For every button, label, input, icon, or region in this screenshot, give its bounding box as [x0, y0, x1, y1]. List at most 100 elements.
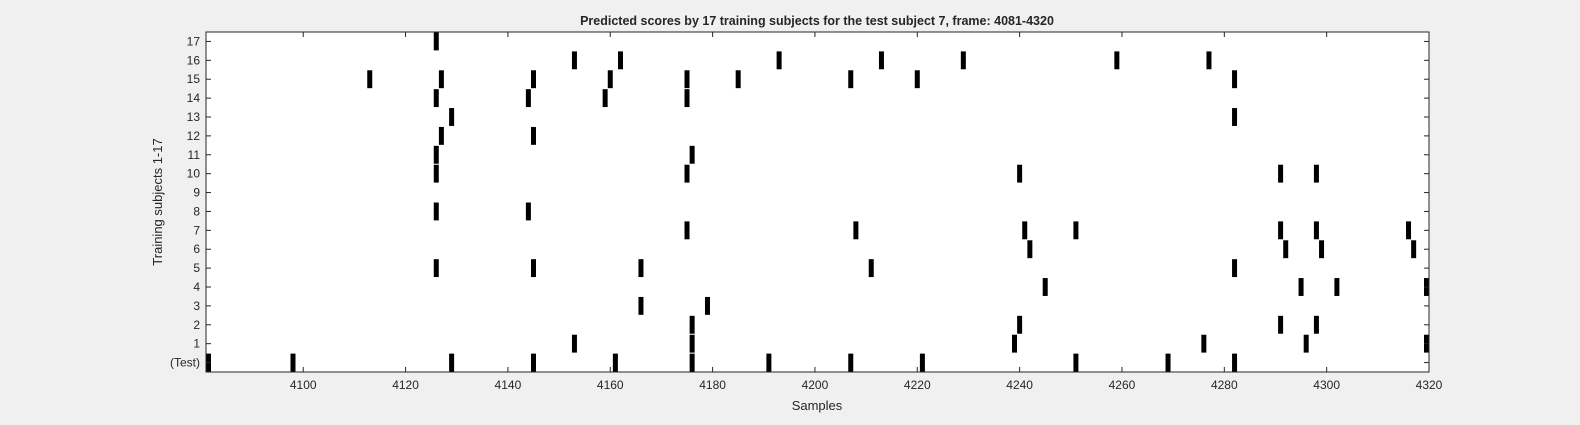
data-mark-row-15	[1232, 70, 1238, 89]
data-mark-row-7	[1022, 221, 1028, 240]
data-mark-row-5	[1232, 259, 1238, 278]
data-mark-row-10	[1017, 164, 1023, 183]
data-mark-row-10	[1313, 164, 1319, 183]
x-axis-label: Samples	[792, 398, 843, 413]
data-mark-row-16	[1114, 51, 1120, 70]
x-tick-label: 4220	[904, 378, 931, 392]
data-mark-row-7	[1313, 221, 1319, 240]
x-tick-label: 4100	[290, 378, 317, 392]
data-mark-row-15	[367, 70, 373, 89]
x-tick-label: 4120	[392, 378, 419, 392]
data-mark-row-5	[433, 259, 439, 278]
data-mark-row-16	[776, 51, 782, 70]
data-mark-row-4	[1298, 278, 1304, 296]
data-mark-row-15	[607, 70, 613, 89]
y-tick-label: 7	[193, 223, 200, 237]
data-mark-row-16	[878, 51, 884, 70]
data-mark-row-12	[531, 126, 536, 145]
data-mark-row-5	[531, 259, 536, 278]
y-tick-label: 17	[187, 34, 201, 48]
data-mark-row-7	[853, 221, 859, 240]
data-mark-row-test	[1232, 353, 1238, 372]
y-tick-label: 3	[193, 299, 200, 313]
data-mark-row-8	[433, 202, 439, 221]
data-mark-row-10	[1278, 164, 1284, 183]
y-tick-label: (Test)	[170, 356, 200, 370]
x-tick-label: 4260	[1109, 378, 1136, 392]
data-mark-row-14	[602, 89, 608, 108]
data-marks	[206, 32, 1429, 372]
data-mark-row-3	[704, 296, 710, 315]
data-mark-row-11	[689, 145, 695, 164]
y-tick-label: 4	[193, 280, 200, 294]
data-mark-row-16	[960, 51, 966, 70]
data-mark-row-6	[1319, 240, 1325, 259]
y-tick-label: 8	[193, 204, 200, 218]
chart-title: Predicted scores by 17 training subjects…	[580, 14, 1054, 28]
data-mark-row-15	[438, 70, 444, 89]
x-tick-label: 4140	[495, 378, 522, 392]
data-mark-row-6	[1027, 240, 1033, 259]
data-mark-row-test	[1073, 353, 1079, 372]
data-mark-row-1	[689, 334, 695, 353]
data-mark-row-5	[638, 259, 644, 278]
plot-frame	[205, 31, 1430, 373]
data-mark-row-10	[684, 164, 690, 183]
data-mark-row-7	[1406, 221, 1412, 240]
data-mark-row-4	[1042, 278, 1048, 296]
x-tick-label: 4180	[699, 378, 726, 392]
data-mark-row-test	[1165, 353, 1171, 372]
data-mark-row-8	[525, 202, 531, 221]
y-tick-label: 15	[187, 72, 201, 86]
data-mark-row-7	[1073, 221, 1079, 240]
data-mark-row-test	[766, 353, 772, 372]
data-mark-row-14	[684, 89, 690, 108]
data-mark-row-test	[531, 353, 536, 372]
data-mark-row-15	[848, 70, 854, 89]
data-mark-row-2	[689, 315, 695, 334]
data-mark-row-5	[868, 259, 874, 278]
y-tick-label: 14	[187, 91, 201, 105]
data-mark-row-1	[571, 334, 577, 353]
y-tick-label: 2	[193, 318, 200, 332]
data-mark-row-1	[1012, 334, 1018, 353]
x-tick-label: 4200	[802, 378, 829, 392]
data-mark-row-15	[735, 70, 741, 89]
x-tick-label: 4280	[1211, 378, 1238, 392]
data-mark-row-14	[433, 89, 439, 108]
data-mark-row-7	[1278, 221, 1284, 240]
data-mark-row-11	[433, 145, 439, 164]
data-mark-row-test	[848, 353, 854, 372]
x-tick-label: 4160	[597, 378, 624, 392]
data-mark-row-2	[1278, 315, 1284, 334]
data-mark-row-16	[1206, 51, 1212, 70]
data-mark-row-test	[449, 353, 455, 372]
y-tick-label: 6	[193, 242, 200, 256]
data-mark-row-13	[449, 108, 455, 126]
data-mark-row-17	[433, 32, 439, 51]
x-tick-label: 4240	[1006, 378, 1033, 392]
data-mark-row-13	[1232, 108, 1238, 126]
data-mark-row-15	[531, 70, 536, 89]
plot-area	[206, 32, 1429, 372]
data-mark-row-test	[290, 353, 296, 372]
y-tick-label: 10	[187, 167, 201, 181]
y-tick-label: 16	[187, 53, 201, 67]
y-tick-label: 5	[193, 261, 200, 275]
data-mark-row-3	[638, 296, 644, 315]
y-tick-label: 9	[193, 186, 200, 200]
data-mark-row-16	[617, 51, 623, 70]
data-mark-row-test	[919, 353, 925, 372]
y-axis-label: Training subjects 1-17	[150, 138, 165, 265]
data-mark-row-6	[1283, 240, 1289, 259]
data-mark-row-test	[612, 353, 618, 372]
data-mark-row-test	[689, 353, 695, 372]
data-mark-row-15	[684, 70, 690, 89]
data-mark-row-2	[1017, 315, 1023, 334]
data-mark-row-12	[438, 126, 444, 145]
data-mark-row-14	[525, 89, 531, 108]
data-mark-row-15	[914, 70, 920, 89]
